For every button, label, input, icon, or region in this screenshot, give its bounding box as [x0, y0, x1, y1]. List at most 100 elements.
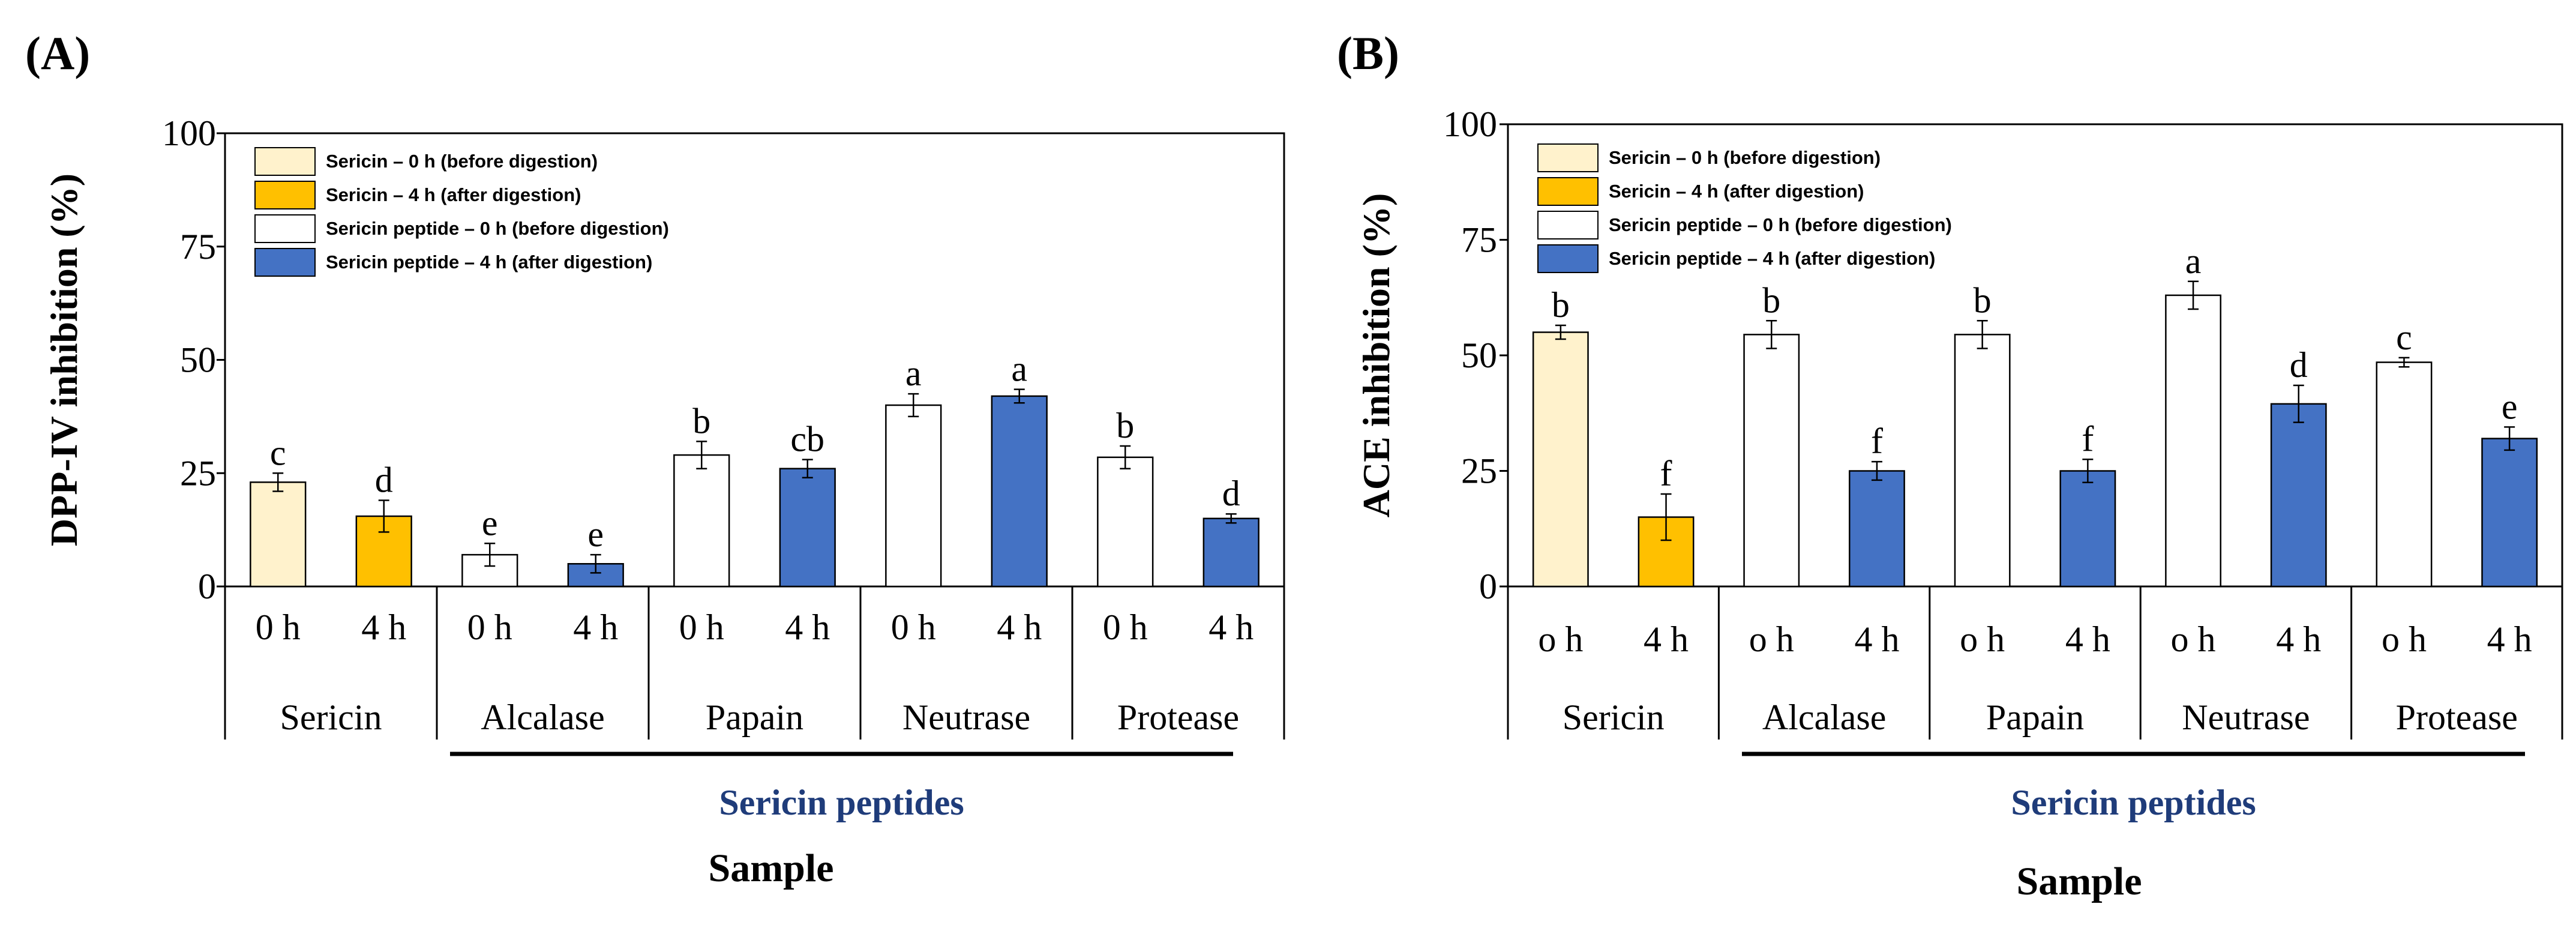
significance-letter: b	[1116, 406, 1134, 445]
chart-panel-b: (B) 0 25 50 75 100 ACE inhibition (%) b o h f 4 h b…	[1337, 27, 2563, 903]
legend-label: Sericin peptide – 0 h (before digestion)	[1609, 214, 1952, 235]
category-label: Alcalase	[1762, 697, 1887, 737]
legend-label: Sericin peptide – 4 h (after digestion)	[326, 252, 652, 273]
y-tick-label: 100	[162, 113, 216, 153]
significance-letter: c	[2396, 318, 2412, 357]
significance-letter: cb	[790, 420, 824, 459]
category-label: Sericin	[1563, 697, 1665, 737]
significance-letter: e	[587, 514, 604, 554]
legend-swatch	[1537, 143, 1599, 172]
bar-protease-0h	[1097, 456, 1154, 588]
y-tick-label: 0	[198, 567, 216, 606]
y-tick-label: 50	[1461, 336, 1497, 375]
bar-protease-0h	[2376, 361, 2433, 588]
legend: Sericin – 0 h (before digestion) Sericin …	[1537, 143, 1952, 273]
significance-letter: d	[2290, 345, 2308, 385]
significance-letter: f	[1871, 421, 1883, 461]
category-label: Alcalase	[481, 697, 605, 737]
bar-papain-0h	[1954, 334, 2011, 588]
x-tick-label: 0 h	[679, 607, 724, 647]
category-label: Neutrase	[2182, 697, 2310, 737]
legend-swatch	[254, 214, 316, 243]
significance-letter: b	[692, 401, 710, 441]
category-label: Protease	[2396, 697, 2518, 737]
significance-letter: d	[1222, 474, 1240, 513]
x-tick-label: o h	[2382, 619, 2427, 659]
bar-neutrase-4h	[991, 395, 1048, 588]
category-label: Protease	[1117, 697, 1239, 737]
panel-label: (B)	[1337, 27, 1399, 79]
x-tick-label: o h	[2171, 619, 2216, 659]
category-label: Neutrase	[902, 697, 1030, 737]
legend-label: Sericin peptide – 4 h (after digestion)	[1609, 248, 1935, 269]
bar-alcalase-0h	[1743, 334, 1800, 588]
x-tick-label: 4 h	[785, 607, 830, 647]
bar-protease-4h	[2481, 438, 2538, 588]
category-label: Sericin	[280, 697, 382, 737]
group-caption: Sericin peptides	[719, 783, 964, 822]
bar-neutrase-0h	[2165, 294, 2221, 588]
bar-protease-4h	[1202, 517, 1259, 588]
x-tick-label: o h	[1960, 619, 2005, 659]
significance-letter: a	[1011, 349, 1027, 389]
legend-label: Sericin – 0 h (before digestion)	[326, 151, 598, 172]
y-tick-label: 25	[180, 453, 216, 493]
legend-label: Sericin – 0 h (before digestion)	[1609, 147, 1881, 168]
x-tick-label: 0 h	[256, 607, 301, 647]
y-tick-label: 100	[1443, 104, 1497, 144]
bar-sericin-0h	[1532, 331, 1589, 588]
significance-letter: e	[2502, 387, 2518, 426]
x-tick-label: 0 h	[1103, 607, 1148, 647]
significance-letter: b	[1552, 285, 1570, 325]
panel-label: (A)	[25, 27, 90, 79]
x-tick-label: 4 h	[2276, 619, 2321, 659]
x-tick-label: 4 h	[361, 607, 406, 647]
bar-alcalase-4h	[1849, 470, 1905, 588]
x-tick-label: 4 h	[1854, 619, 1899, 659]
x-tick-label: 4 h	[997, 607, 1042, 647]
y-axis-title: DPP-IV inhibition (%)	[43, 173, 85, 546]
bar-alcalase-4h	[567, 563, 624, 588]
x-tick-label: 0 h	[467, 607, 512, 647]
x-tick-label: 4 h	[573, 607, 618, 647]
significance-letter: f	[2082, 419, 2094, 459]
x-axis-title: Sample	[708, 846, 833, 890]
x-axis-title: Sample	[2016, 860, 2142, 903]
legend-swatch	[254, 147, 316, 176]
chart-panel-a: (A) 0 25 50 75 100 DPP-IV inhibition (%) c 0 h d 4…	[25, 27, 1285, 890]
y-tick-label: 75	[180, 227, 216, 267]
legend-swatch	[1537, 177, 1599, 206]
significance-letter: e	[482, 503, 498, 543]
y-tick-label: 50	[180, 340, 216, 380]
legend-swatch	[254, 248, 316, 277]
x-tick-label: 4 h	[1208, 607, 1253, 647]
y-tick-label: 75	[1461, 220, 1497, 260]
bar-neutrase-4h	[2270, 403, 2327, 588]
significance-letter: a	[2185, 241, 2202, 281]
significance-letter: c	[270, 433, 286, 472]
x-tick-label: 4 h	[2065, 619, 2110, 659]
bar-papain-4h	[2059, 470, 2116, 588]
x-tick-label: o h	[1749, 619, 1794, 659]
x-tick-label: o h	[1538, 619, 1583, 659]
bar-sericin-0h	[250, 481, 307, 588]
significance-letter: f	[1660, 454, 1672, 493]
category-label: Papain	[1986, 697, 2084, 737]
x-tick-label: 4 h	[2487, 619, 2532, 659]
group-caption: Sericin peptides	[2011, 783, 2256, 822]
legend-swatch	[1537, 211, 1599, 240]
category-label: Papain	[706, 697, 803, 737]
significance-letter: b	[1974, 280, 1992, 320]
significance-letter: a	[905, 354, 922, 393]
y-axis-title: ACE inhibition (%)	[1355, 193, 1398, 518]
legend-swatch	[1537, 244, 1599, 273]
y-tick-label: 25	[1461, 451, 1497, 491]
legend: Sericin – 0 h (before digestion) Sericin …	[254, 147, 669, 277]
x-tick-label: 0 h	[891, 607, 936, 647]
x-tick-label: 4 h	[1644, 619, 1689, 659]
legend-label: Sericin peptide – 0 h (before digestion)	[326, 218, 669, 239]
bar-papain-0h	[673, 454, 730, 588]
legend-label: Sericin – 4 h (after digestion)	[1609, 181, 1864, 202]
y-tick-label: 0	[1479, 567, 1497, 606]
